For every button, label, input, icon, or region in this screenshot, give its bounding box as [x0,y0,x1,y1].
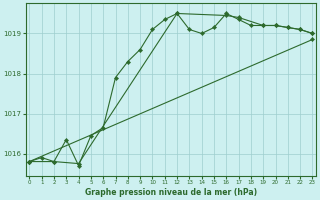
X-axis label: Graphe pression niveau de la mer (hPa): Graphe pression niveau de la mer (hPa) [85,188,257,197]
